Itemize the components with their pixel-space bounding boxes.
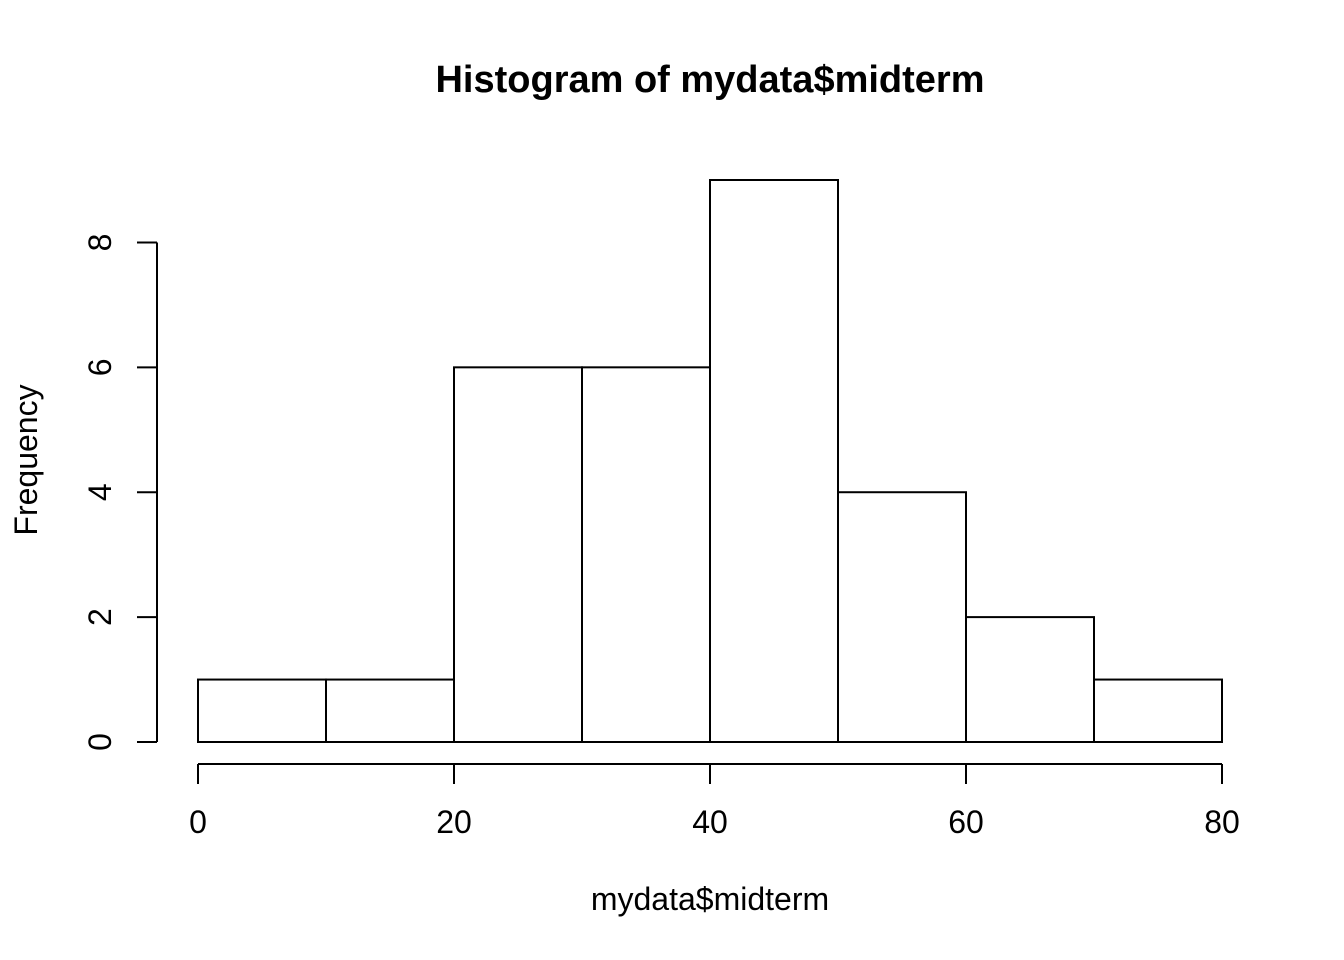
x-axis: 0 20 40 60 80 bbox=[189, 763, 1240, 840]
y-axis: 0 2 4 6 8 bbox=[82, 234, 158, 751]
y-tick-label: 0 bbox=[82, 733, 118, 751]
histogram-bar-40-50 bbox=[709, 179, 839, 743]
y-tick-label: 6 bbox=[82, 358, 118, 376]
y-axis-label: Frequency bbox=[8, 384, 44, 535]
histogram-bar-0-10 bbox=[197, 678, 327, 743]
bars-group bbox=[197, 179, 1223, 743]
histogram-bar-20-30 bbox=[453, 366, 583, 743]
x-tick-label: 40 bbox=[692, 804, 728, 840]
histogram-bar-50-60 bbox=[837, 491, 967, 743]
x-tick-label: 60 bbox=[948, 804, 984, 840]
x-tick-label: 80 bbox=[1204, 804, 1240, 840]
y-tick-label: 8 bbox=[82, 234, 118, 252]
histogram-bar-70-80 bbox=[1093, 678, 1223, 743]
histogram-bar-60-70 bbox=[965, 616, 1095, 743]
histogram-bar-30-40 bbox=[581, 366, 711, 743]
chart-title: Histogram of mydata$midterm bbox=[435, 59, 984, 101]
x-axis-label: mydata$midterm bbox=[591, 881, 829, 917]
histogram-bar-10-20 bbox=[325, 678, 455, 743]
y-tick-label: 2 bbox=[82, 608, 118, 626]
x-tick-label: 20 bbox=[436, 804, 472, 840]
y-tick-label: 4 bbox=[82, 483, 118, 501]
x-tick-label: 0 bbox=[189, 804, 207, 840]
